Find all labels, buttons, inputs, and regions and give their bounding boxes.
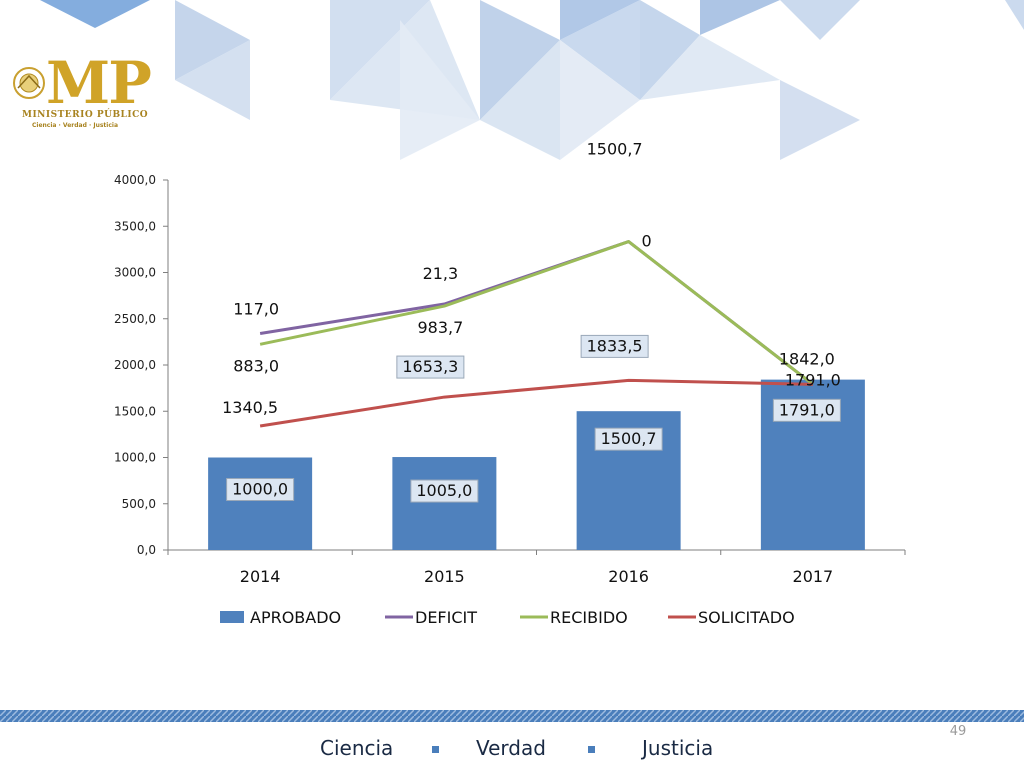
data-label: 1842,0 (779, 350, 835, 369)
legend-label: RECIBIDO (550, 608, 628, 627)
data-label-box (580, 334, 649, 358)
data-label-box (396, 355, 465, 379)
line-series (259, 240, 814, 428)
y-tick-label: 2500,0 (114, 312, 156, 326)
decorative-triangle-pattern (40, 0, 1024, 160)
y-tick-label: 0,0 (137, 543, 156, 557)
bar-series (208, 379, 865, 550)
logo-motto: Ciencia · Verdad · Justicia (32, 122, 119, 129)
data-label-box (772, 398, 841, 422)
legend-label: DEFICIT (415, 608, 477, 627)
budget-chart: 0,0 500,0 1000,0 1500,0 2000,0 2500,0 3000,0 35… (114, 140, 906, 627)
y-tick-label: 2000,0 (114, 358, 156, 372)
x-tick-label: 2014 (240, 567, 281, 586)
y-tick-label: 4000,0 (114, 173, 156, 187)
x-tick-label: 2015 (424, 567, 465, 586)
logo-letters: MP (46, 49, 152, 117)
data-label-box (226, 478, 295, 501)
y-tick-label: 1000,0 (114, 451, 156, 465)
y-tick-label: 500,0 (122, 497, 156, 511)
legend-swatch (220, 611, 244, 623)
legend: APROBADO DEFICIT RECIBIDO SOLICITADO (220, 608, 795, 627)
series-line-solicitado (259, 378, 813, 428)
y-tick-label: 1500,0 (114, 404, 156, 418)
legend-label: APROBADO (250, 608, 341, 627)
ministerio-publico-logo: MP MINISTERIO PÚBLICO Ciencia · Verdad ·… (8, 52, 158, 132)
data-label: 1833,5 (587, 336, 643, 355)
series-line-recibido (259, 240, 814, 386)
series-line-deficit (259, 240, 814, 386)
logo-name: MINISTERIO PÚBLICO (22, 110, 149, 120)
motto-separator (432, 746, 439, 753)
data-label: 1000,0 (232, 480, 288, 499)
legend-label: SOLICITADO (698, 608, 795, 627)
x-tick-label: 2017 (793, 567, 834, 586)
y-tick-label: 3000,0 (114, 266, 156, 280)
data-label: 883,0 (233, 356, 279, 375)
page-number: 49 (949, 724, 967, 739)
x-tick-label: 2016 (608, 567, 649, 586)
data-label: 1653,3 (402, 357, 458, 376)
motto-word-ciencia: Ciencia (320, 736, 394, 760)
motto-word-verdad: Verdad (476, 736, 546, 760)
bar (208, 457, 313, 550)
bar (392, 457, 497, 550)
data-label: 1500,7 (601, 429, 657, 448)
data-label: 0 (642, 232, 652, 251)
data-label: 983,7 (417, 318, 463, 337)
data-label: 117,0 (233, 300, 279, 319)
motto-separator (588, 746, 595, 753)
data-label: 1005,0 (416, 481, 472, 500)
data-label: 21,3 (423, 264, 459, 283)
data-label: 1791,0 (785, 370, 841, 389)
y-axis: 0,0 500,0 1000,0 1500,0 2000,0 2500,0 3000,0 35… (114, 173, 169, 557)
footer-motto: Ciencia Verdad Justicia (0, 734, 1024, 764)
data-label-box (410, 479, 479, 503)
data-label: 1791,0 (779, 400, 835, 419)
data-labels: 1000,0 1005,0 1500,7 1842,0 117,0 21,3 0 883,0 9… (222, 140, 841, 503)
y-tick-label: 3500,0 (114, 219, 156, 233)
x-axis: 2014 2015 2016 2017 (167, 549, 906, 586)
data-label: 1500,7 (587, 140, 643, 159)
motto-word-justicia: Justicia (642, 736, 714, 760)
coat-of-arms-icon (13, 67, 45, 99)
data-label-box (594, 427, 663, 451)
footer-band (0, 710, 1024, 722)
data-label: 1340,5 (222, 398, 278, 417)
